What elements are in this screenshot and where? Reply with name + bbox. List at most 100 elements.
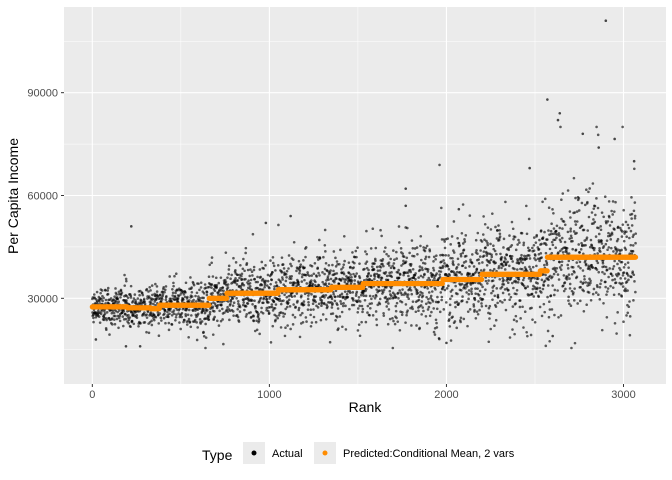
- actual-point: [614, 281, 618, 284]
- actual-point: [258, 299, 261, 303]
- actual-point: [226, 276, 229, 279]
- actual-point: [423, 249, 427, 253]
- actual-point: [513, 332, 516, 336]
- actual-point: [483, 292, 486, 296]
- actual-point: [479, 269, 483, 272]
- actual-point-outlier: [124, 345, 128, 348]
- actual-point: [514, 314, 518, 318]
- actual-point: [395, 257, 398, 260]
- actual-point: [116, 297, 120, 301]
- actual-point: [109, 297, 113, 300]
- actual-point: [515, 268, 519, 271]
- actual-point: [169, 307, 172, 310]
- actual-point: [622, 208, 625, 212]
- y-tick-label-1: 60000: [27, 191, 58, 203]
- actual-point: [426, 322, 429, 325]
- actual-point: [449, 297, 452, 301]
- actual-point: [480, 302, 483, 305]
- actual-point: [522, 243, 525, 247]
- actual-point: [552, 211, 555, 215]
- actual-point: [634, 241, 637, 245]
- actual-point: [189, 276, 192, 279]
- actual-point: [253, 299, 256, 303]
- actual-point: [283, 293, 286, 297]
- y-axis-ticks: 30000 60000 90000: [27, 88, 64, 305]
- actual-point: [599, 225, 602, 228]
- actual-point: [137, 324, 140, 328]
- actual-point: [540, 242, 543, 246]
- actual-point: [295, 292, 299, 295]
- actual-point: [488, 261, 491, 265]
- actual-point: [480, 304, 484, 308]
- actual-point: [196, 308, 200, 311]
- actual-point: [419, 234, 423, 238]
- actual-point: [411, 300, 415, 303]
- actual-point: [307, 300, 310, 304]
- actual-point: [459, 254, 463, 258]
- actual-point: [395, 316, 398, 320]
- actual-point: [612, 264, 616, 268]
- actual-point: [222, 342, 225, 346]
- actual-point: [461, 264, 465, 267]
- actual-point: [389, 297, 392, 300]
- actual-point: [242, 301, 246, 304]
- actual-point: [398, 329, 402, 332]
- actual-point: [123, 312, 127, 316]
- actual-point-outlier: [138, 345, 142, 348]
- actual-point: [619, 277, 622, 280]
- actual-point: [180, 315, 184, 319]
- actual-point: [432, 268, 436, 272]
- actual-point: [420, 300, 424, 303]
- actual-point: [310, 274, 314, 277]
- actual-point: [203, 311, 207, 315]
- actual-point: [351, 291, 355, 294]
- actual-point: [145, 316, 149, 319]
- actual-point: [452, 263, 455, 267]
- actual-point: [364, 294, 368, 298]
- actual-point: [461, 251, 465, 255]
- actual-point: [532, 243, 536, 247]
- actual-point: [164, 298, 168, 302]
- actual-point: [533, 276, 536, 280]
- actual-point: [197, 295, 200, 298]
- actual-point: [427, 297, 430, 301]
- actual-point: [629, 229, 633, 233]
- actual-point: [499, 252, 502, 256]
- actual-point: [570, 236, 573, 240]
- actual-point: [564, 287, 567, 291]
- actual-point: [457, 241, 461, 245]
- actual-point: [143, 321, 147, 324]
- actual-point: [106, 292, 110, 296]
- actual-point: [308, 274, 311, 278]
- actual-point: [259, 296, 263, 300]
- actual-point: [410, 239, 414, 242]
- actual-point: [105, 318, 108, 322]
- actual-point: [269, 341, 273, 344]
- actual-point: [633, 201, 637, 204]
- actual-point: [467, 289, 471, 292]
- actual-point: [344, 328, 348, 331]
- actual-point: [630, 275, 633, 279]
- actual-point: [566, 263, 570, 267]
- actual-point: [512, 237, 515, 241]
- actual-point: [427, 255, 431, 259]
- actual-point: [309, 308, 313, 311]
- actual-point: [449, 243, 453, 246]
- actual-point: [112, 311, 116, 315]
- actual-point: [263, 283, 267, 287]
- actual-point: [393, 258, 396, 261]
- actual-point: [615, 332, 618, 335]
- actual-point: [142, 297, 146, 301]
- actual-point: [432, 307, 436, 310]
- actual-point: [161, 294, 164, 298]
- actual-point: [566, 267, 570, 270]
- actual-point: [299, 313, 302, 317]
- actual-point: [297, 306, 301, 310]
- actual-point: [271, 271, 274, 274]
- actual-point: [370, 297, 373, 301]
- actual-point: [474, 316, 478, 320]
- actual-point: [130, 319, 134, 323]
- predicted-point: [224, 295, 230, 301]
- actual-point: [606, 290, 609, 293]
- actual-point: [587, 215, 591, 219]
